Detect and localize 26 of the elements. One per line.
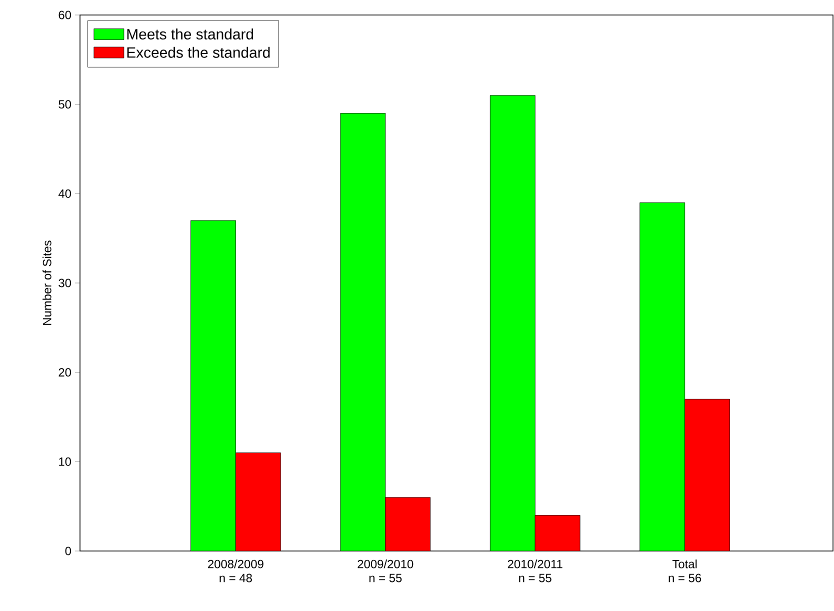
text: n = 55 (369, 574, 402, 582)
bar (684, 398, 730, 551)
legend-label: Exceeds the standard (127, 46, 270, 58)
bar (385, 497, 431, 551)
text: n = 56 (668, 574, 702, 582)
bar (490, 95, 536, 551)
bar (534, 515, 580, 551)
x-tick-label: 2009/2010 (358, 560, 414, 568)
y-tick-label: 10 (59, 457, 72, 466)
bar (190, 220, 236, 551)
bar (640, 202, 686, 551)
text: n = 48 (220, 574, 252, 582)
y-tick-label: 50 (58, 100, 72, 109)
legend-label: Meets the standard (127, 28, 254, 40)
y-axis-title: Number of Sites (42, 240, 52, 325)
y-tick-label: 30 (58, 278, 72, 288)
y-tick-label: 40 (58, 189, 72, 198)
x-tick-label: 2008/2009 (208, 560, 264, 568)
y-tick-label: 60 (58, 10, 72, 20)
y-tick-label: 20 (58, 368, 72, 377)
x-tick-label: 2010/2011 (508, 560, 562, 568)
text: n = 55 (519, 574, 552, 582)
bar (340, 113, 386, 551)
x-tick-label: Total (672, 560, 697, 568)
y-tick-label: 0 (65, 546, 72, 556)
bar (235, 452, 281, 551)
